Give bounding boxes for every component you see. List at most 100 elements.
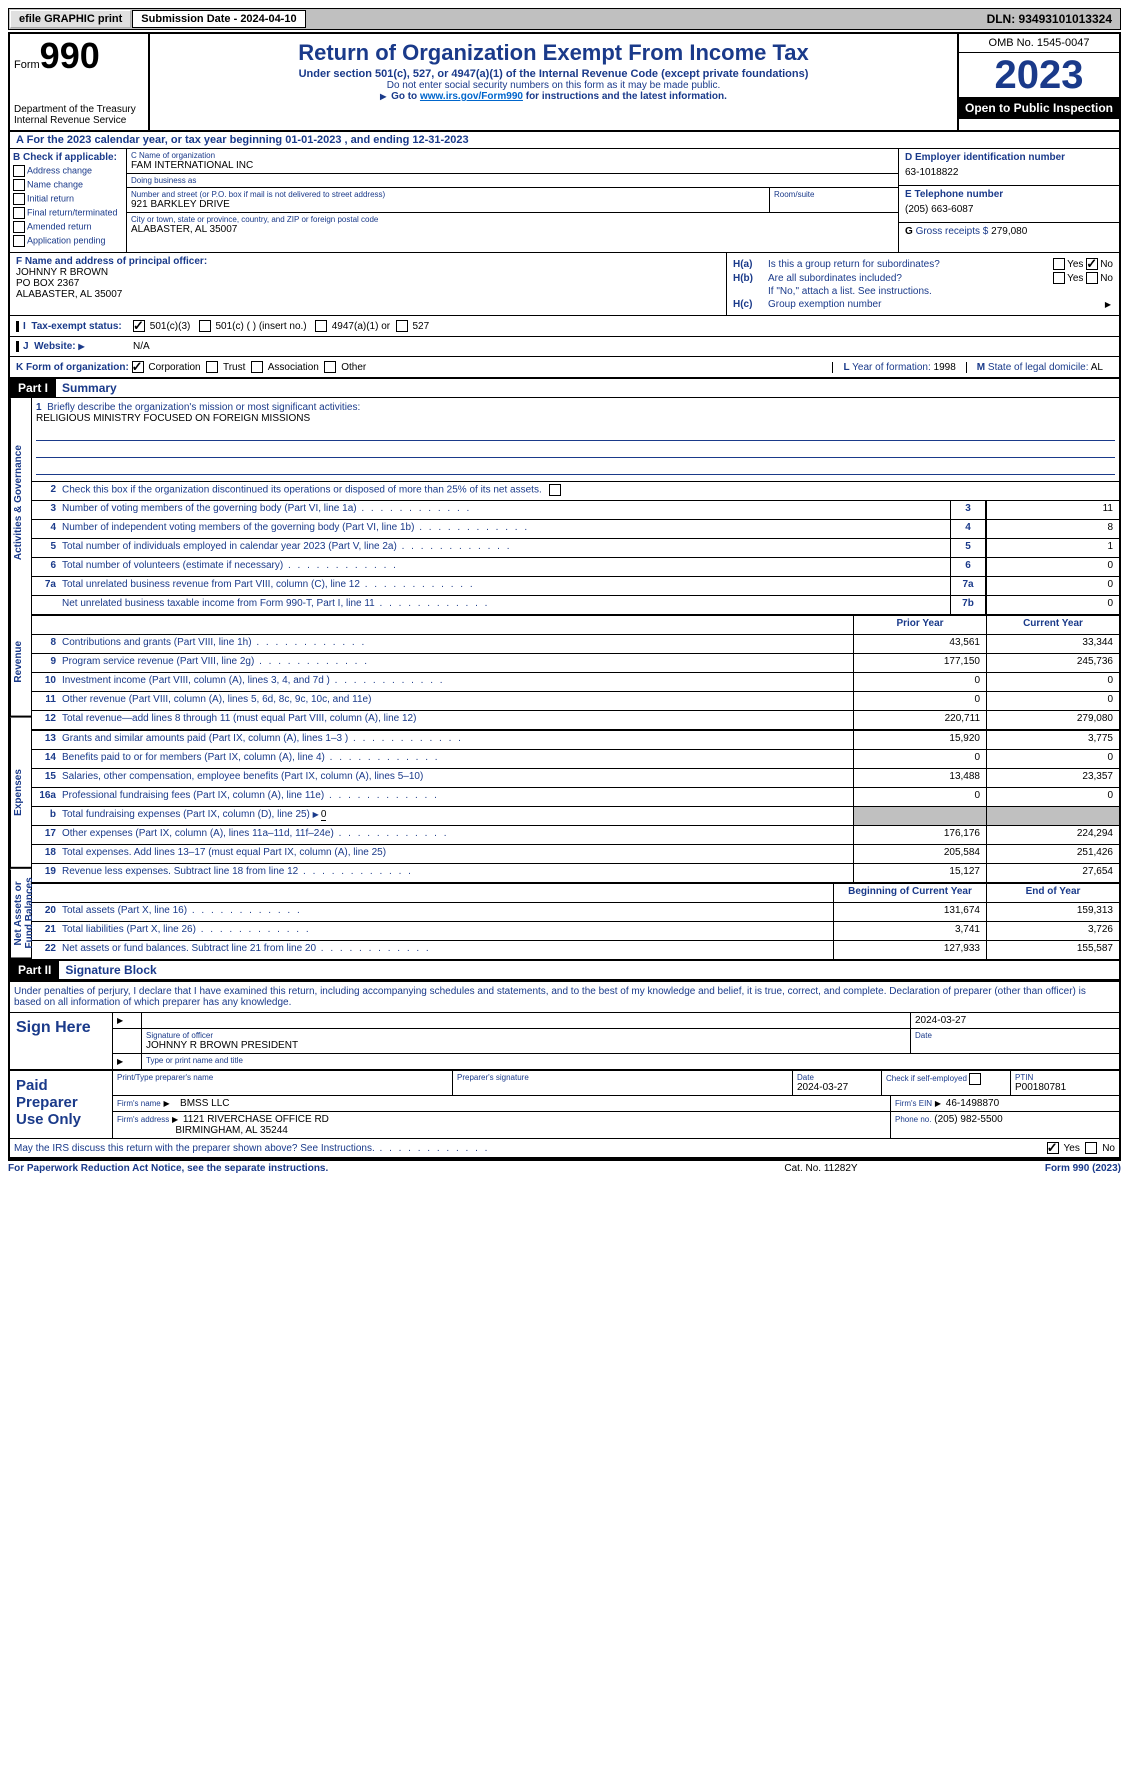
l18-curr: 251,426 (986, 845, 1119, 863)
form-header: Form990 Department of the Treasury Inter… (10, 34, 1119, 132)
goto-post: for instructions and the latest informat… (526, 91, 727, 102)
page-footer: For Paperwork Reduction Act Notice, see … (8, 1159, 1121, 1176)
line-J: J Website: N/A (10, 337, 1119, 357)
checkbox-527[interactable] (396, 320, 408, 332)
l7b-value: 0 (986, 596, 1119, 614)
street-label: Number and street (or P.O. box if mail i… (131, 190, 765, 199)
part1-body: Activities & Governance Revenue Expenses… (10, 398, 1119, 961)
omb-number: OMB No. 1545-0047 (959, 34, 1119, 53)
l12-prior: 220,711 (853, 711, 986, 729)
l19-curr: 27,654 (986, 864, 1119, 882)
Hb-text: Are all subordinates included? (768, 273, 1053, 284)
Ha-text: Is this a group return for subordinates? (768, 259, 1053, 270)
Hb-note: If "No," attach a list. See instructions… (733, 286, 1113, 297)
column-C: C Name of organization FAM INTERNATIONAL… (127, 149, 898, 252)
l21-end: 3,726 (986, 922, 1119, 940)
dln: DLN: 93493101013324 (979, 10, 1120, 28)
checkbox-assoc[interactable] (251, 361, 263, 373)
Hc-text: Group exemption number (768, 299, 1105, 310)
checkbox-discuss-yes[interactable] (1047, 1142, 1059, 1154)
goto-pre: Go to (391, 91, 420, 102)
FH-block: F Name and address of principal officer:… (10, 253, 1119, 316)
checkbox-corp[interactable] (132, 361, 144, 373)
checkbox-self-employed[interactable] (969, 1073, 981, 1085)
F-label: F Name and address of principal officer: (16, 256, 720, 267)
state-domicile: AL (1091, 362, 1103, 373)
entity-block: B Check if applicable: Address change Na… (10, 149, 1119, 253)
part1-header: Part I Summary (10, 379, 1119, 398)
l8-prior: 43,561 (853, 635, 986, 653)
paid-preparer-row: Paid Preparer Use Only Print/Type prepar… (10, 1069, 1119, 1138)
l13-prior: 15,920 (853, 731, 986, 749)
checkbox-final-return[interactable] (13, 207, 25, 219)
pra-notice: For Paperwork Reduction Act Notice, see … (8, 1163, 721, 1174)
checkbox-other[interactable] (324, 361, 336, 373)
ssn-note: Do not enter social security numbers on … (154, 80, 953, 91)
checkbox-4947[interactable] (315, 320, 327, 332)
line-A-tax-year: A For the 2023 calendar year, or tax yea… (10, 132, 1119, 149)
efile-print-button[interactable]: efile GRAPHIC print (10, 10, 131, 28)
l11-curr: 0 (986, 692, 1119, 710)
irs-link[interactable]: www.irs.gov/Form990 (420, 91, 523, 102)
line-I: I Tax-exempt status: 501(c)(3) 501(c) ( … (10, 316, 1119, 337)
l18-prior: 205,584 (853, 845, 986, 863)
sign-here-row: Sign Here 2024-03-27 Signature of office… (10, 1012, 1119, 1069)
section-netassets: Beginning of Current YearEnd of Year 20T… (32, 884, 1119, 959)
l19-prior: 15,127 (853, 864, 986, 882)
top-toolbar: efile GRAPHIC print Submission Date - 20… (8, 8, 1121, 30)
website-value: N/A (133, 341, 150, 352)
checkbox-l2[interactable] (549, 484, 561, 496)
officer-name: JOHNNY R BROWN (16, 267, 720, 278)
city-label: City or town, state or province, country… (131, 215, 894, 224)
officer-sign-date: 2024-03-27 (915, 1015, 966, 1026)
checkbox-501c3[interactable] (133, 320, 145, 332)
form-number: 990 (40, 35, 100, 76)
l16a-curr: 0 (986, 788, 1119, 806)
l10-curr: 0 (986, 673, 1119, 691)
l1-label: Briefly describe the organization's miss… (47, 402, 360, 413)
submission-date: Submission Date - 2024-04-10 (132, 10, 305, 28)
l22-beg: 127,933 (833, 941, 986, 959)
column-F: F Name and address of principal officer:… (10, 253, 727, 315)
checkbox-discuss-no[interactable] (1085, 1142, 1097, 1154)
line-KLM: K Form of organization: Corporation Trus… (10, 357, 1119, 379)
l14-prior: 0 (853, 750, 986, 768)
checkbox-amended[interactable] (13, 221, 25, 233)
l20-end: 159,313 (986, 903, 1119, 921)
l11-prior: 0 (853, 692, 986, 710)
form-subtitle: Under section 501(c), 527, or 4947(a)(1)… (154, 68, 953, 80)
checkbox-Hb-no[interactable] (1086, 272, 1098, 284)
gross-receipts: 279,080 (991, 226, 1027, 237)
perjury-declaration: Under penalties of perjury, I declare th… (10, 982, 1119, 1012)
section-governance: 1 Briefly describe the organization's mi… (32, 398, 1119, 616)
checkbox-app-pending[interactable] (13, 235, 25, 247)
officer-addr1: PO BOX 2367 (16, 278, 720, 289)
checkbox-501c[interactable] (199, 320, 211, 332)
l5-value: 1 (986, 539, 1119, 557)
telephone: (205) 663-6087 (905, 200, 1113, 219)
part2-header: Part II Signature Block (10, 961, 1119, 980)
dept-treasury: Department of the Treasury Internal Reve… (14, 104, 144, 126)
l17-curr: 224,294 (986, 826, 1119, 844)
checkbox-Hb-yes[interactable] (1053, 272, 1065, 284)
checkbox-Ha-no[interactable] (1086, 258, 1098, 270)
open-inspection: Open to Public Inspection (959, 97, 1119, 119)
firm-addr1: 1121 RIVERCHASE OFFICE RD (183, 1114, 329, 1125)
l22-end: 155,587 (986, 941, 1119, 959)
checkbox-address-change[interactable] (13, 165, 25, 177)
city-value: ALABASTER, AL 35007 (131, 224, 894, 235)
form-word: Form (14, 59, 40, 71)
checkbox-name-change[interactable] (13, 179, 25, 191)
B-header: B Check if applicable: (13, 152, 123, 163)
checkbox-Ha-yes[interactable] (1053, 258, 1065, 270)
Hb-label: H(b) (733, 273, 768, 284)
l15-prior: 13,488 (853, 769, 986, 787)
l6-value: 0 (986, 558, 1119, 576)
l3-value: 11 (986, 501, 1119, 519)
l21-beg: 3,741 (833, 922, 986, 940)
checkbox-trust[interactable] (206, 361, 218, 373)
checkbox-initial-return[interactable] (13, 193, 25, 205)
l13-curr: 3,775 (986, 731, 1119, 749)
tax-year: 2023 (959, 53, 1119, 97)
street-value: 921 BARKLEY DRIVE (131, 199, 765, 210)
